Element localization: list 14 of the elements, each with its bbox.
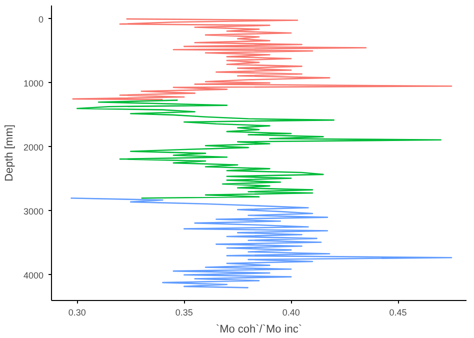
line-series	[72, 18, 452, 100]
x-tick-label: 0.40	[282, 308, 300, 318]
y-tick-label: 4000	[23, 270, 44, 280]
x-axis-title: `Mo coh`/`Mo inc`	[216, 324, 302, 336]
y-axis-title: Depth [mm]	[3, 124, 16, 182]
y-tick-label: 3000	[23, 206, 44, 216]
y-tick-label: 2000	[23, 142, 44, 152]
y-tick-label: 1000	[23, 78, 44, 88]
line-series	[76, 100, 442, 199]
x-tick-label: 0.35	[175, 308, 193, 318]
y-tick-label: 0	[38, 14, 44, 24]
x-tick-label: 0.30	[68, 308, 86, 318]
line-series	[70, 197, 452, 288]
x-tick-label: 0.45	[389, 308, 407, 318]
